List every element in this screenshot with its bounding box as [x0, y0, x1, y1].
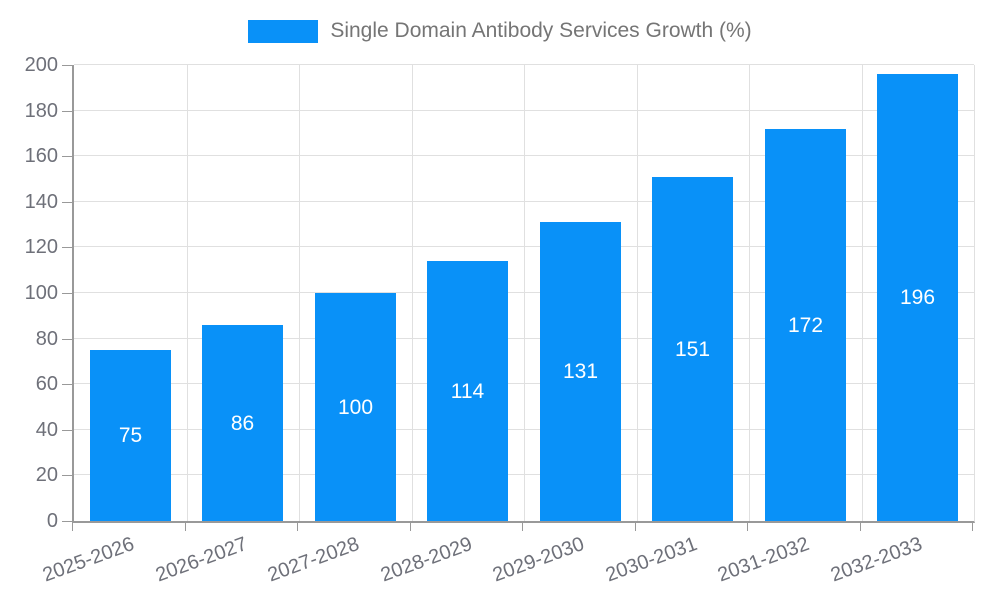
bar-2027-2028[interactable]: 100	[315, 293, 396, 521]
x-tick-mark	[972, 523, 973, 531]
y-tick-label: 100	[24, 282, 58, 304]
y-tick-mark	[62, 521, 72, 522]
y-tick-mark	[62, 156, 72, 158]
y-tick-label: 180	[24, 99, 58, 122]
gridline-v	[749, 65, 750, 521]
x-tick-mark	[410, 523, 411, 531]
legend-label: Single Domain Antibody Services Growth (…	[330, 19, 752, 42]
gridline-v	[637, 65, 638, 521]
legend[interactable]: Single Domain Antibody Services Growth (…	[0, 19, 1000, 43]
x-tick-mark	[747, 523, 748, 531]
gridline-v	[299, 65, 300, 521]
y-tick-mark	[62, 384, 72, 386]
x-tick-mark	[297, 523, 298, 531]
x-tick-label: 2029-2030	[490, 533, 588, 587]
bar-2032-2033[interactable]: 196	[877, 74, 958, 521]
x-tick-mark	[185, 523, 186, 531]
bar-value-label: 196	[899, 286, 936, 309]
plot-area: 75 86 100 114 131 151 172 196	[72, 64, 975, 523]
bar-2029-2030[interactable]: 131	[540, 222, 621, 521]
x-tick-label: 2028-2029	[378, 533, 476, 587]
bar-value-label: 151	[674, 337, 711, 361]
gridline-h	[74, 64, 974, 65]
bar-value-label: 86	[230, 411, 255, 435]
y-tick-label: 40	[35, 418, 58, 441]
y-tick-label: 80	[35, 327, 58, 350]
y-tick-mark	[62, 429, 72, 431]
bar-value-label: 114	[450, 379, 485, 403]
x-tick-label: 2026-2027	[153, 533, 251, 587]
x-tick-mark	[522, 523, 523, 531]
bar-2026-2027[interactable]: 86	[202, 325, 283, 521]
x-tick-label: 2025-2026	[40, 533, 138, 587]
bar-value-label: 131	[562, 360, 599, 383]
y-tick-mark	[62, 338, 72, 340]
bar-value-label: 75	[118, 424, 143, 447]
x-tick-label: 2027-2028	[265, 533, 363, 587]
y-tick-label: 140	[24, 190, 58, 213]
y-tick-label: 60	[35, 373, 58, 396]
bar-2025-2026[interactable]: 75	[90, 350, 171, 521]
x-tick-mark	[635, 523, 636, 531]
y-tick-label: 160	[24, 145, 58, 168]
gridline-v	[187, 65, 188, 521]
x-tick-label: 2030-2031	[603, 533, 701, 587]
gridline-v	[412, 65, 413, 521]
y-tick-mark	[62, 110, 72, 112]
y-tick-mark	[62, 293, 72, 294]
x-tick-label: 2032-2033	[828, 533, 926, 587]
bar-value-label: 100	[337, 395, 374, 419]
y-tick-mark	[62, 247, 72, 249]
y-tick-mark	[62, 201, 72, 203]
y-tick-label: 120	[24, 236, 58, 259]
x-tick-mark	[860, 523, 861, 531]
gridline-v	[524, 65, 525, 521]
bar-2031-2032[interactable]: 172	[765, 129, 846, 521]
y-tick-mark	[62, 475, 72, 477]
gridline-v	[862, 65, 863, 521]
x-tick-label: 2031-2032	[715, 533, 813, 587]
x-tick-mark	[72, 523, 73, 531]
y-tick-label: 0	[46, 510, 58, 532]
y-tick-mark	[62, 65, 72, 66]
bar-2028-2029[interactable]: 114	[427, 261, 508, 521]
bar-value-label: 172	[787, 313, 824, 337]
y-tick-label: 20	[35, 464, 58, 487]
bar-2030-2031[interactable]: 151	[652, 177, 733, 521]
legend-swatch	[248, 19, 319, 43]
y-tick-label: 200	[24, 54, 58, 76]
